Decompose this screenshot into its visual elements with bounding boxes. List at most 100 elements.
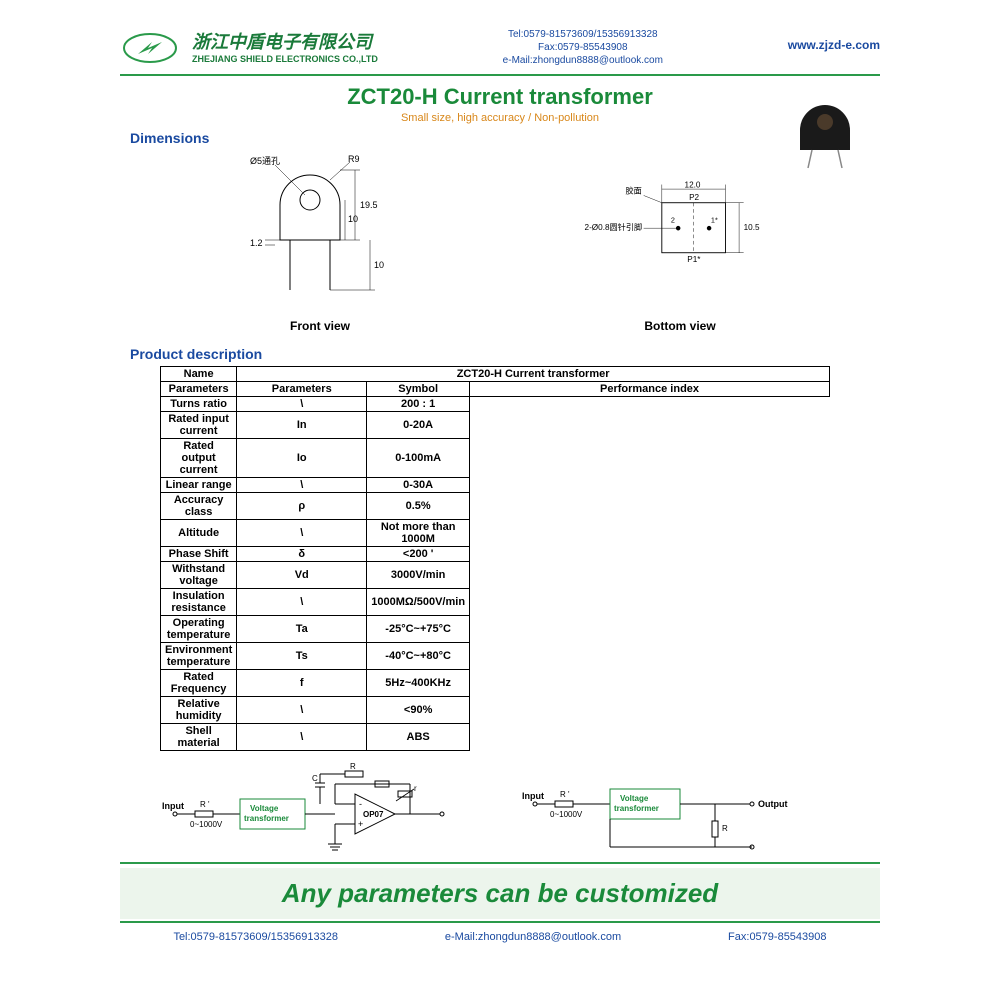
svg-text:R: R	[722, 824, 728, 833]
email-line: e-Mail:zhongdun8888@outlook.com	[390, 54, 776, 67]
param-name: Insulation resistance	[161, 589, 237, 616]
table-row: Linear range\0-30A	[161, 478, 830, 493]
table-row: Accuracy classρ0.5%	[161, 493, 830, 520]
param-name: Environment temperature	[161, 643, 237, 670]
param-name: Phase Shift	[161, 547, 237, 562]
circuit-simple: Input 0~1000V R ' Voltage transformer Ou…	[520, 759, 840, 859]
parameters-table: Name ZCT20-H Current transformer Paramet…	[160, 366, 830, 751]
table-row: Rated output currentIo0-100mA	[161, 439, 830, 478]
param-symbol: \	[237, 724, 367, 751]
name-value: ZCT20-H Current transformer	[237, 367, 830, 382]
param-value: ABS	[367, 724, 470, 751]
header-divider	[120, 74, 880, 76]
table-row: Insulation resistance\1000MΩ/500V/min	[161, 589, 830, 616]
params-label: Parameters	[161, 382, 237, 397]
svg-text:0~1000V: 0~1000V	[190, 820, 223, 829]
svg-text:r: r	[414, 784, 417, 793]
website-link[interactable]: www.zjzd-e.com	[788, 28, 880, 52]
param-value: 3000V/min	[367, 562, 470, 589]
footer-fax: Fax:0579-85543908	[728, 931, 826, 943]
bottom-view-col: 胶面 12.0 P2 P1* 2-Ø0.8圆针引脚 2 1* 10.5 Bott…	[580, 150, 780, 340]
param-symbol: Ts	[237, 643, 367, 670]
param-symbol: In	[237, 412, 367, 439]
param-name: Rated output current	[161, 439, 237, 478]
param-symbol: \	[237, 589, 367, 616]
annot-pin: 2-Ø0.8圆针引脚	[585, 222, 643, 232]
company-name-block: 浙江中盾电子有限公司 ZHEJIANG SHIELD ELECTRONICS C…	[192, 28, 378, 64]
col-param: Parameters	[237, 382, 367, 397]
table-row: Name ZCT20-H Current transformer	[161, 367, 830, 382]
param-value: <90%	[367, 697, 470, 724]
svg-text:C: C	[312, 774, 318, 783]
param-name: Accuracy class	[161, 493, 237, 520]
header: 浙江中盾电子有限公司 ZHEJIANG SHIELD ELECTRONICS C…	[100, 20, 900, 72]
footer-tagline: Any parameters can be customized	[120, 878, 880, 909]
param-value: -25°C~+75°C	[367, 616, 470, 643]
svg-text:Input: Input	[162, 801, 184, 811]
param-symbol: \	[237, 520, 367, 547]
svg-text:Voltage: Voltage	[250, 804, 279, 813]
annot-pin2: 2	[671, 216, 675, 225]
svg-text:R ': R '	[560, 790, 570, 799]
circuit-opamp: Input 0~1000V R ' Voltage transformer OP…	[160, 759, 480, 859]
annot-h: 10.5	[744, 223, 760, 232]
param-value: 200 : 1	[367, 397, 470, 412]
product-desc-heading: Product description	[130, 346, 900, 362]
param-value: 0-100mA	[367, 439, 470, 478]
param-value: Not more than 1000M	[367, 520, 470, 547]
param-symbol: δ	[237, 547, 367, 562]
param-name: Rated input current	[161, 412, 237, 439]
annot-h2: 10	[348, 214, 358, 224]
annot-p2: P2	[689, 193, 699, 202]
svg-text:R ': R '	[200, 800, 210, 809]
param-name: Altitude	[161, 520, 237, 547]
circuit-diagrams: Input 0~1000V R ' Voltage transformer OP…	[100, 755, 900, 860]
param-value: 1000MΩ/500V/min	[367, 589, 470, 616]
table-row: Operating temperatureTa-25°C~+75°C	[161, 616, 830, 643]
param-value: 0-30A	[367, 478, 470, 493]
param-name: Operating temperature	[161, 616, 237, 643]
table-row: Shell material\ABS	[161, 724, 830, 751]
svg-text:-: -	[359, 799, 362, 809]
svg-text:transformer: transformer	[244, 814, 289, 823]
table-row: Turns ratio\200 : 1	[161, 397, 830, 412]
product-photo	[780, 90, 870, 170]
param-value: 5Hz~400KHz	[367, 670, 470, 697]
param-symbol: \	[237, 397, 367, 412]
tel-line: Tel:0579-81573609/15356913328	[390, 28, 776, 41]
footer-divider-top	[120, 862, 880, 864]
dimensions-block: Ø5通孔 R9 19.5 10 10 1.2 Front view	[100, 150, 900, 340]
param-value: 0.5%	[367, 493, 470, 520]
footer-divider-bottom	[120, 921, 880, 923]
table-row: Phase Shiftδ<200 '	[161, 547, 830, 562]
annot-h3: 10	[374, 260, 384, 270]
param-name: Turns ratio	[161, 397, 237, 412]
table-row: Altitude\Not more than 1000M	[161, 520, 830, 547]
table-row: Environment temperatureTs-40°C~+80°C	[161, 643, 830, 670]
param-name: Shell material	[161, 724, 237, 751]
company-name-cn: 浙江中盾电子有限公司	[192, 28, 378, 54]
company-logo	[120, 28, 180, 68]
svg-text:transformer: transformer	[614, 804, 659, 813]
annot-w1: 1.2	[250, 238, 263, 248]
annot-p1: P1*	[687, 255, 701, 264]
svg-text:OP07: OP07	[363, 810, 384, 819]
front-view-diagram: Ø5通孔 R9 19.5 10 10 1.2	[220, 150, 420, 310]
col-sym: Symbol	[367, 382, 470, 397]
param-name: Linear range	[161, 478, 237, 493]
param-name: Withstand voltage	[161, 562, 237, 589]
contact-block: Tel:0579-81573609/15356913328 Fax:0579-8…	[390, 28, 776, 67]
svg-text:Input: Input	[522, 791, 544, 801]
param-symbol: f	[237, 670, 367, 697]
param-symbol: Io	[237, 439, 367, 478]
svg-text:Voltage: Voltage	[620, 794, 649, 803]
front-view-label: Front view	[220, 319, 420, 333]
svg-text:R: R	[350, 762, 356, 771]
param-symbol: \	[237, 697, 367, 724]
param-name: Relative humidity	[161, 697, 237, 724]
svg-text:+: +	[358, 819, 363, 829]
annot-pin1: 1*	[711, 216, 718, 225]
table-row: Parameters Parameters Symbol Performance…	[161, 382, 830, 397]
param-value: <200 '	[367, 547, 470, 562]
annot-r: R9	[348, 154, 360, 164]
